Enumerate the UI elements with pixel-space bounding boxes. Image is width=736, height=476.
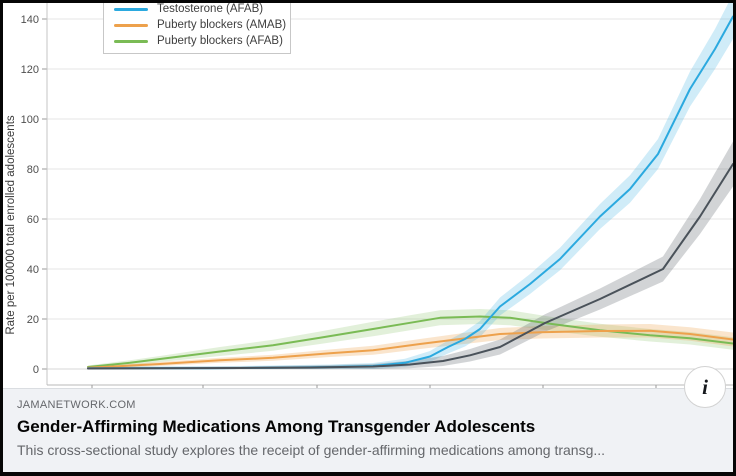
svg-text:100: 100 — [21, 114, 39, 126]
link-domain: JAMANETWORK.COM — [17, 399, 136, 411]
legend-item-testosterone-afab: Testosterone (AFAB) — [114, 3, 282, 17]
link-preview-card[interactable]: 0 20 40 60 80 100 120 140 Rate per 100000 total … — [3, 3, 733, 472]
chart-legend: Testosterone (AFAB) Puberty blockers (AM… — [103, 3, 291, 54]
svg-text:20: 20 — [27, 314, 39, 326]
svg-text:Rate per 100000 total enrolled: Rate per 100000 total enrolled adolescen… — [5, 115, 17, 335]
svg-text:0: 0 — [33, 364, 39, 376]
testosterone-afab-swatch-icon — [114, 7, 148, 11]
puberty-blockers-amab-swatch-icon — [114, 23, 148, 27]
svg-text:60: 60 — [27, 214, 39, 226]
info-icon-glyph: i — [702, 374, 708, 399]
svg-text:140: 140 — [21, 14, 39, 26]
rates-line-chart: 0 20 40 60 80 100 120 140 Rate per 100000 total … — [5, 3, 733, 388]
info-icon[interactable]: i — [684, 366, 726, 408]
legend-label: Puberty blockers (AFAB) — [157, 35, 283, 47]
legend-label: Testosterone (AFAB) — [157, 3, 264, 15]
svg-text:80: 80 — [27, 164, 39, 176]
svg-text:40: 40 — [27, 264, 39, 276]
legend-item-blockers-amab: Puberty blockers (AMAB) — [114, 17, 286, 33]
legend-item-blockers-afab: Puberty blockers (AFAB) — [114, 33, 283, 49]
link-description: This cross-sectional study explores the … — [17, 442, 606, 458]
legend-label: Puberty blockers (AMAB) — [157, 19, 287, 31]
link-preview-meta[interactable]: JAMANETWORK.COM Gender-Affirming Medicat… — [3, 388, 733, 472]
svg-text:120: 120 — [21, 64, 39, 76]
link-title[interactable]: Gender-Affirming Medications Among Trans… — [17, 417, 536, 436]
link-preview-image-chart[interactable]: 0 20 40 60 80 100 120 140 Rate per 100000 total … — [3, 3, 733, 388]
puberty-blockers-afab-swatch-icon — [114, 39, 148, 43]
